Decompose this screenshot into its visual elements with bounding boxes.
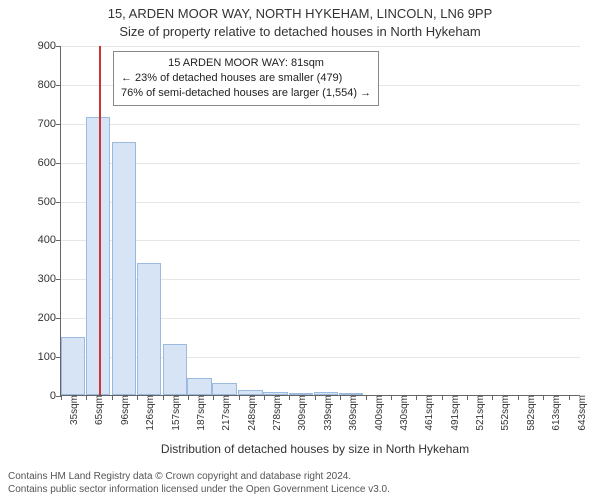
ytick-label: 0 [50,390,61,402]
xtick-label: 126sqm [141,395,156,431]
xtick-label: 65sqm [90,395,105,425]
xtick-mark [112,395,113,400]
ytick-label: 600 [38,157,61,169]
xtick-label: 187sqm [192,395,207,431]
xtick-label: 309sqm [293,395,308,431]
footer-line-1: Contains HM Land Registry data © Crown c… [8,471,390,484]
ytick-label: 700 [38,118,61,130]
xtick-label: 339sqm [319,395,334,431]
gridline-h [61,46,580,47]
gridline-h [61,240,580,241]
ytick-label: 200 [38,312,61,324]
xtick-mark [543,395,544,400]
page-title-subtitle: Size of property relative to detached ho… [0,24,600,39]
ytick-label: 300 [38,273,61,285]
xtick-label: 461sqm [420,395,435,431]
xtick-mark [518,395,519,400]
annotation-line-3: 76% of semi-detached houses are larger (… [121,86,371,101]
xtick-mark [366,395,367,400]
xtick-mark [239,395,240,400]
footer-line-2: Contains public sector information licen… [8,484,390,497]
ytick-label: 800 [38,79,61,91]
chart-container: 15, ARDEN MOOR WAY, NORTH HYKEHAM, LINCO… [0,0,600,500]
xtick-label: 491sqm [446,395,461,431]
xtick-mark [467,395,468,400]
xtick-label: 582sqm [522,395,537,431]
histogram-bar [112,142,136,395]
annotation-line-2: ← 23% of detached houses are smaller (47… [121,71,371,86]
ytick-label: 400 [38,234,61,246]
ytick-label: 900 [38,40,61,52]
xtick-label: 157sqm [167,395,182,431]
histogram-bar [137,263,161,395]
xtick-mark [315,395,316,400]
xtick-label: 278sqm [268,395,283,431]
xtick-mark [163,395,164,400]
xtick-mark [340,395,341,400]
gridline-h [61,163,580,164]
xtick-label: 400sqm [370,395,385,431]
xtick-mark [213,395,214,400]
xtick-label: 35sqm [65,395,80,425]
xtick-label: 643sqm [573,395,588,431]
xtick-mark [264,395,265,400]
xtick-label: 552sqm [496,395,511,431]
annotation-line-1: 15 ARDEN MOOR WAY: 81sqm [121,56,371,71]
xtick-mark [416,395,417,400]
ytick-label: 500 [38,196,61,208]
xtick-mark [289,395,290,400]
annotation-box: 15 ARDEN MOOR WAY: 81sqm ← 23% of detach… [113,51,379,106]
xtick-label: 369sqm [344,395,359,431]
xtick-label: 96sqm [116,395,131,425]
histogram-bar [212,383,236,395]
gridline-h [61,124,580,125]
gridline-h [61,202,580,203]
xtick-mark [442,395,443,400]
xtick-mark [569,395,570,400]
page-title-address: 15, ARDEN MOOR WAY, NORTH HYKEHAM, LINCO… [0,6,600,21]
histogram-bar [163,344,187,395]
xtick-label: 248sqm [243,395,258,431]
plot-area: 010020030040050060070080090035sqm65sqm96… [60,46,580,396]
xtick-label: 613sqm [547,395,562,431]
xtick-mark [137,395,138,400]
xtick-label: 521sqm [471,395,486,431]
x-axis-label: Distribution of detached houses by size … [50,442,580,456]
xtick-mark [391,395,392,400]
histogram-bar [187,378,211,396]
histogram-bar [86,117,110,395]
property-marker-line [99,46,101,395]
xtick-label: 217sqm [217,395,232,431]
xtick-mark [61,395,62,400]
xtick-mark [86,395,87,400]
histogram-bar [61,337,85,395]
xtick-mark [492,395,493,400]
xtick-mark [188,395,189,400]
footer-attribution: Contains HM Land Registry data © Crown c… [8,471,390,496]
ytick-label: 100 [38,351,61,363]
xtick-label: 430sqm [395,395,410,431]
